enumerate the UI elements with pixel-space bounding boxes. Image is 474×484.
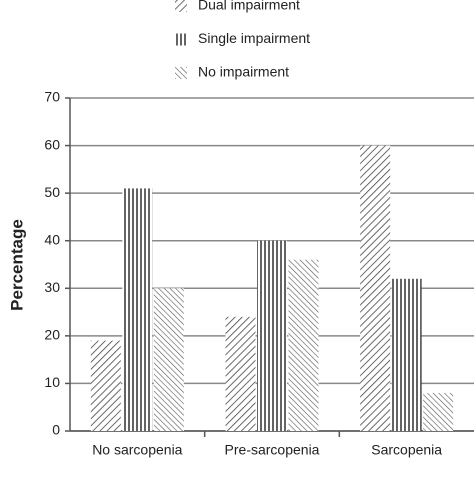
y-tick-label: 10	[44, 374, 60, 390]
y-tick-label: 40	[44, 231, 60, 247]
x-tick-label: Pre-sarcopenia	[225, 442, 320, 458]
bar	[257, 240, 287, 431]
legend-label: Dual impairment	[198, 0, 300, 13]
y-axis-label: Percentage	[7, 219, 26, 311]
legend-label: No impairment	[198, 64, 289, 80]
y-tick-label: 30	[44, 279, 60, 295]
y-tick-label: 20	[44, 327, 60, 343]
y-tick-label: 50	[44, 184, 60, 200]
bar	[360, 145, 391, 432]
bar	[122, 188, 153, 431]
bar	[423, 392, 454, 431]
bar	[90, 340, 121, 431]
x-tick-label: Sarcopenia	[371, 442, 442, 458]
legend-swatch	[175, 33, 187, 46]
y-tick-label: 0	[52, 422, 60, 438]
bar	[288, 259, 319, 431]
bar	[391, 278, 422, 431]
bar	[225, 316, 256, 431]
legend-swatch	[175, 67, 187, 79]
bar	[153, 288, 184, 431]
legend-swatch	[175, 0, 187, 12]
y-tick-label: 60	[44, 136, 60, 152]
y-tick-label: 70	[44, 89, 60, 105]
x-tick-label: No sarcopenia	[92, 442, 182, 458]
legend-label: Single impairment	[198, 30, 310, 46]
